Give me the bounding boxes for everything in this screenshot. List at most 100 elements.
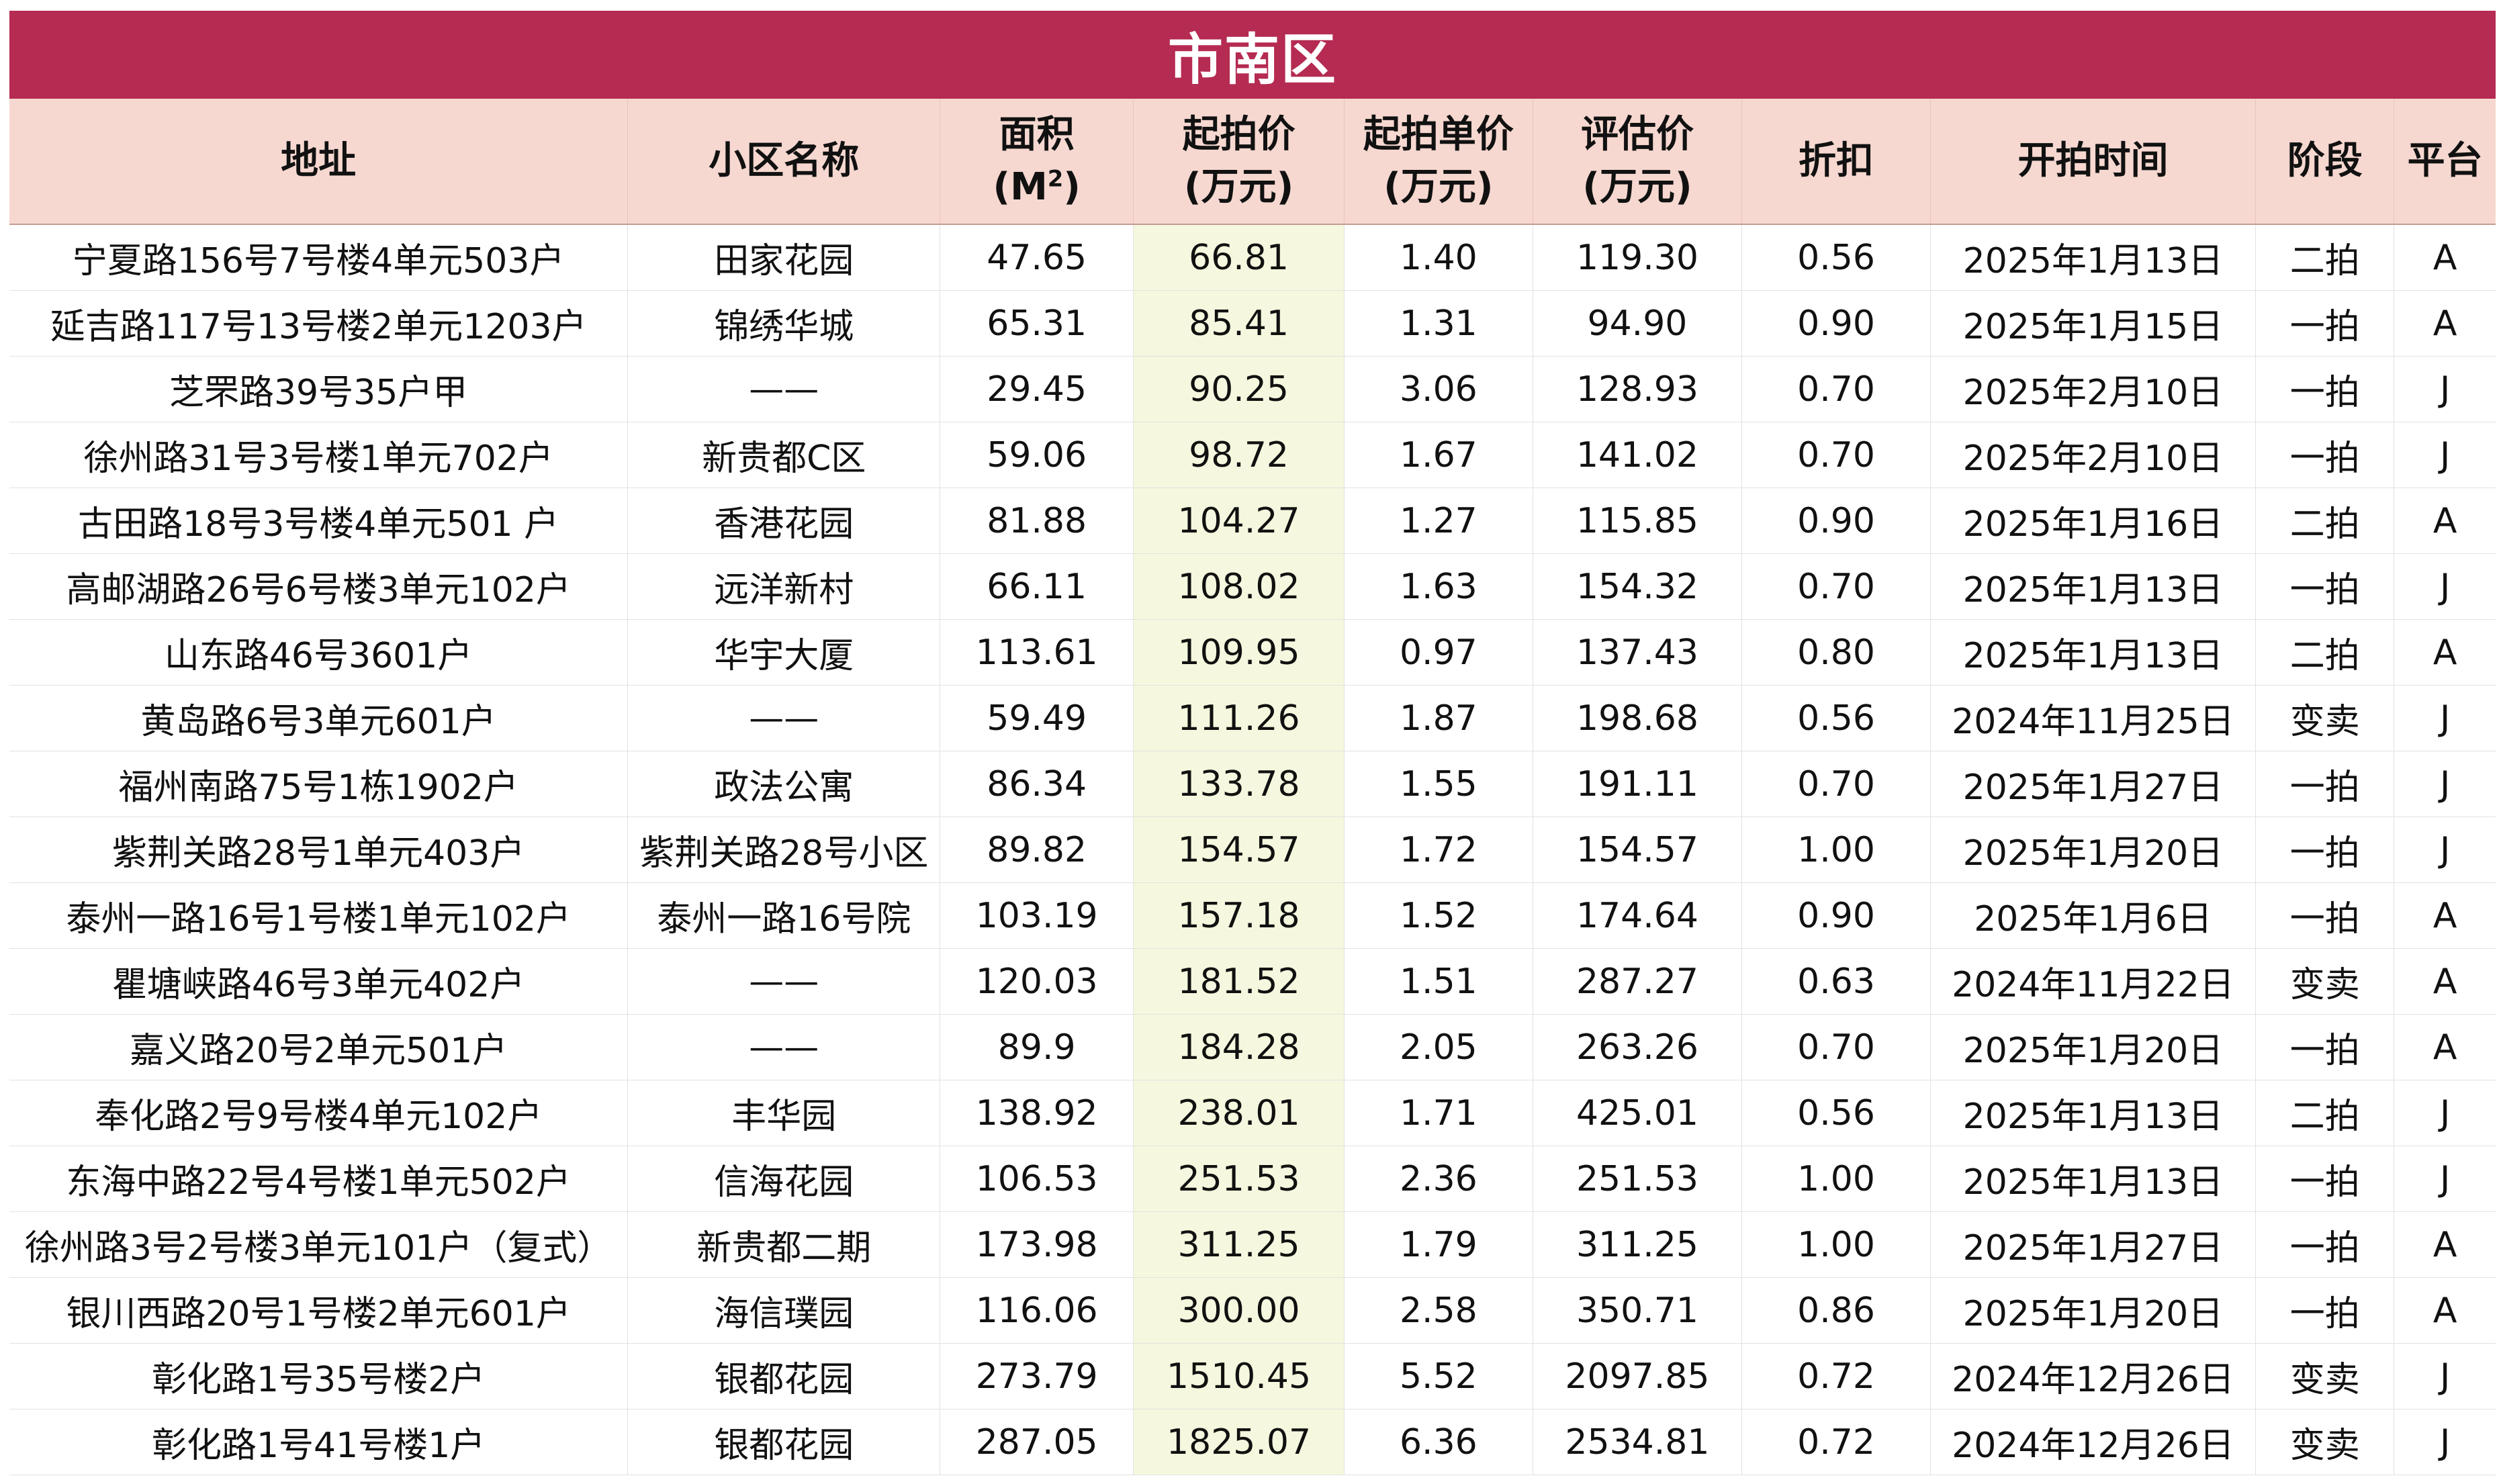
cell-area[interactable]: 173.98 bbox=[940, 1211, 1134, 1278]
cell-area[interactable]: 59.06 bbox=[940, 422, 1134, 488]
cell-platform[interactable]: J bbox=[2394, 356, 2496, 422]
cell-address[interactable]: 福州南路75号1栋1902户 bbox=[9, 751, 629, 817]
cell-community[interactable]: —— bbox=[627, 1014, 941, 1080]
cell-unit_price[interactable]: 3.06 bbox=[1344, 356, 1533, 422]
cell-discount[interactable]: 1.00 bbox=[1741, 1211, 1931, 1278]
cell-platform[interactable]: A bbox=[2394, 619, 2496, 686]
cell-start_price[interactable]: 85.41 bbox=[1133, 290, 1345, 357]
cell-community[interactable]: 泰州一路16号院 bbox=[627, 882, 941, 949]
cell-appraisal[interactable]: 251.53 bbox=[1533, 1146, 1743, 1212]
cell-discount[interactable]: 0.63 bbox=[1741, 948, 1931, 1015]
cell-unit_price[interactable]: 5.52 bbox=[1344, 1343, 1533, 1409]
cell-start_price[interactable]: 108.02 bbox=[1133, 553, 1345, 620]
cell-community[interactable]: 田家花园 bbox=[627, 224, 941, 291]
cell-stage[interactable]: 二拍 bbox=[2255, 488, 2395, 554]
cell-date[interactable]: 2025年1月20日 bbox=[1930, 817, 2257, 883]
cell-date[interactable]: 2025年1月27日 bbox=[1930, 751, 2257, 817]
cell-date[interactable]: 2025年1月20日 bbox=[1930, 1277, 2257, 1344]
cell-community[interactable]: 华宇大厦 bbox=[627, 619, 941, 686]
cell-start_price[interactable]: 1825.07 bbox=[1133, 1409, 1345, 1475]
cell-community[interactable]: 锦绣华城 bbox=[627, 290, 941, 357]
cell-unit_price[interactable]: 2.58 bbox=[1344, 1277, 1533, 1344]
cell-start_price[interactable]: 133.78 bbox=[1133, 751, 1345, 817]
cell-unit_price[interactable]: 1.67 bbox=[1344, 422, 1533, 488]
cell-discount[interactable]: 0.72 bbox=[1741, 1343, 1931, 1409]
cell-stage[interactable]: 一拍 bbox=[2255, 422, 2395, 488]
cell-discount[interactable]: 0.90 bbox=[1741, 488, 1931, 554]
cell-stage[interactable]: 一拍 bbox=[2255, 1211, 2395, 1278]
cell-stage[interactable]: 一拍 bbox=[2255, 882, 2395, 949]
cell-start_price[interactable]: 300.00 bbox=[1133, 1277, 1345, 1344]
cell-unit_price[interactable]: 1.87 bbox=[1344, 685, 1533, 751]
cell-appraisal[interactable]: 137.43 bbox=[1533, 619, 1743, 686]
cell-platform[interactable]: A bbox=[2394, 1211, 2496, 1278]
cell-stage[interactable]: 一拍 bbox=[2255, 751, 2395, 817]
cell-discount[interactable]: 1.00 bbox=[1741, 1146, 1931, 1212]
cell-start_price[interactable]: 157.18 bbox=[1133, 882, 1345, 949]
cell-start_price[interactable]: 90.25 bbox=[1133, 356, 1345, 422]
cell-start_price[interactable]: 184.28 bbox=[1133, 1014, 1345, 1080]
cell-unit_price[interactable]: 1.71 bbox=[1344, 1080, 1533, 1146]
cell-appraisal[interactable]: 115.85 bbox=[1533, 488, 1743, 554]
cell-start_price[interactable]: 109.95 bbox=[1133, 619, 1345, 686]
cell-address[interactable]: 奉化路2号9号楼4单元102户 bbox=[9, 1080, 629, 1146]
cell-appraisal[interactable]: 198.68 bbox=[1533, 685, 1743, 751]
cell-address[interactable]: 嘉义路20号2单元501户 bbox=[9, 1014, 629, 1080]
cell-community[interactable]: 新贵都二期 bbox=[627, 1211, 941, 1278]
cell-area[interactable]: 113.61 bbox=[940, 619, 1134, 686]
cell-unit_price[interactable]: 2.05 bbox=[1344, 1014, 1533, 1080]
cell-community[interactable]: —— bbox=[627, 685, 941, 751]
cell-appraisal[interactable]: 119.30 bbox=[1533, 224, 1743, 291]
cell-community[interactable]: 远洋新村 bbox=[627, 553, 941, 620]
cell-stage[interactable]: 一拍 bbox=[2255, 290, 2395, 357]
cell-appraisal[interactable]: 154.57 bbox=[1533, 817, 1743, 883]
cell-date[interactable]: 2024年12月26日 bbox=[1930, 1343, 2257, 1409]
cell-date[interactable]: 2025年1月13日 bbox=[1930, 224, 2257, 291]
cell-appraisal[interactable]: 128.93 bbox=[1533, 356, 1743, 422]
cell-start_price[interactable]: 104.27 bbox=[1133, 488, 1345, 554]
cell-stage[interactable]: 变卖 bbox=[2255, 685, 2395, 751]
cell-area[interactable]: 138.92 bbox=[940, 1080, 1134, 1146]
cell-unit_price[interactable]: 1.79 bbox=[1344, 1211, 1533, 1278]
cell-discount[interactable]: 0.70 bbox=[1741, 356, 1931, 422]
cell-appraisal[interactable]: 141.02 bbox=[1533, 422, 1743, 488]
cell-stage[interactable]: 一拍 bbox=[2255, 1146, 2395, 1212]
cell-platform[interactable]: A bbox=[2394, 1277, 2496, 1344]
cell-community[interactable]: 政法公寓 bbox=[627, 751, 941, 817]
cell-unit_price[interactable]: 2.36 bbox=[1344, 1146, 1533, 1212]
cell-unit_price[interactable]: 1.31 bbox=[1344, 290, 1533, 357]
cell-date[interactable]: 2025年1月16日 bbox=[1930, 488, 2257, 554]
cell-platform[interactable]: J bbox=[2394, 751, 2496, 817]
cell-appraisal[interactable]: 174.64 bbox=[1533, 882, 1743, 949]
cell-platform[interactable]: A bbox=[2394, 224, 2496, 291]
cell-community[interactable]: 银都花园 bbox=[627, 1409, 941, 1475]
cell-platform[interactable]: A bbox=[2394, 948, 2496, 1015]
cell-platform[interactable]: J bbox=[2394, 422, 2496, 488]
cell-discount[interactable]: 0.70 bbox=[1741, 751, 1931, 817]
cell-discount[interactable]: 0.70 bbox=[1741, 553, 1931, 620]
cell-start_price[interactable]: 98.72 bbox=[1133, 422, 1345, 488]
cell-appraisal[interactable]: 350.71 bbox=[1533, 1277, 1743, 1344]
cell-address[interactable]: 银川西路20号1号楼2单元601户 bbox=[9, 1277, 629, 1344]
cell-date[interactable]: 2024年12月26日 bbox=[1930, 1409, 2257, 1475]
cell-appraisal[interactable]: 2534.81 bbox=[1533, 1409, 1743, 1475]
cell-unit_price[interactable]: 1.40 bbox=[1344, 224, 1533, 291]
cell-address[interactable]: 彰化路1号35号楼2户 bbox=[9, 1343, 629, 1409]
cell-appraisal[interactable]: 425.01 bbox=[1533, 1080, 1743, 1146]
cell-date[interactable]: 2025年2月10日 bbox=[1930, 422, 2257, 488]
cell-date[interactable]: 2025年1月13日 bbox=[1930, 1146, 2257, 1212]
cell-address[interactable]: 东海中路22号4号楼1单元502户 bbox=[9, 1146, 629, 1212]
cell-area[interactable]: 59.49 bbox=[940, 685, 1134, 751]
cell-stage[interactable]: 一拍 bbox=[2255, 356, 2395, 422]
cell-community[interactable]: 新贵都C区 bbox=[627, 422, 941, 488]
cell-area[interactable]: 66.11 bbox=[940, 553, 1134, 620]
cell-address[interactable]: 高邮湖路26号6号楼3单元102户 bbox=[9, 553, 629, 620]
cell-platform[interactable]: A bbox=[2394, 882, 2496, 949]
cell-address[interactable]: 芝罘路39号35户甲 bbox=[9, 356, 629, 422]
cell-area[interactable]: 116.06 bbox=[940, 1277, 1134, 1344]
cell-area[interactable]: 89.9 bbox=[940, 1014, 1134, 1080]
cell-stage[interactable]: 变卖 bbox=[2255, 1409, 2395, 1475]
cell-discount[interactable]: 0.72 bbox=[1741, 1409, 1931, 1475]
cell-appraisal[interactable]: 191.11 bbox=[1533, 751, 1743, 817]
cell-address[interactable]: 徐州路31号3号楼1单元702户 bbox=[9, 422, 629, 488]
